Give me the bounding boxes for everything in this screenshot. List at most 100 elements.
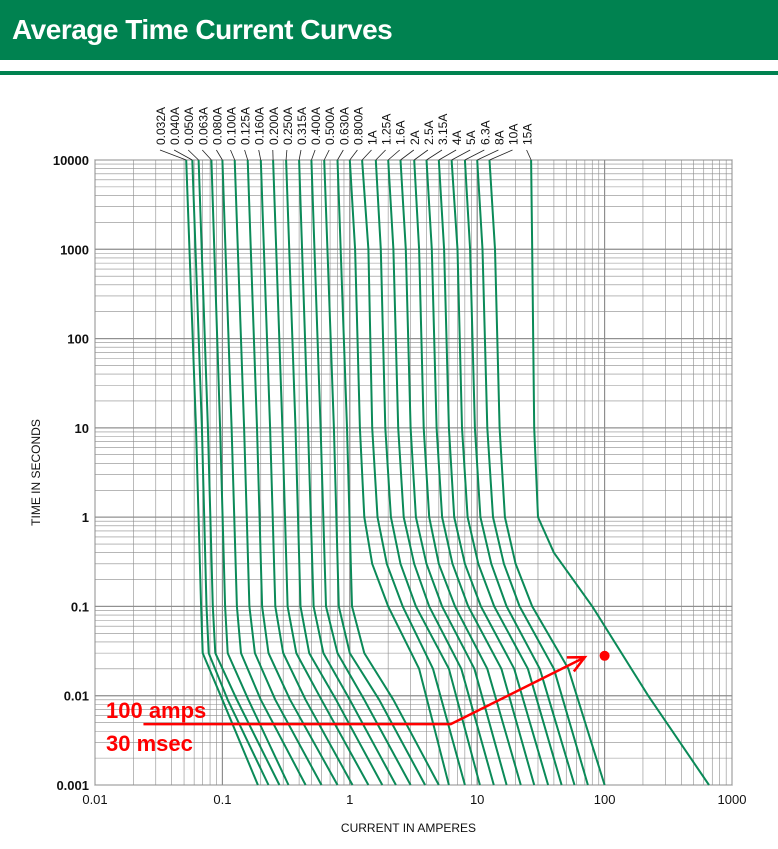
curve-label: 6.3A — [478, 120, 492, 145]
curve-0_200A — [272, 159, 370, 786]
annotation-100-amps: 100 amps — [106, 698, 206, 723]
header-bar: Average Time Current Curves — [0, 0, 778, 60]
curve-label: 1A — [366, 130, 380, 145]
curve-label: 0.080A — [210, 107, 224, 145]
curve-leader-line — [311, 149, 316, 161]
curve-leader-line — [361, 149, 372, 161]
curve-leader-line — [216, 149, 223, 161]
curve-label: 4A — [450, 130, 464, 145]
curve-label: 0.400A — [309, 107, 323, 145]
curve-label: 0.250A — [281, 107, 295, 145]
curve-label: 0.032A — [154, 107, 168, 145]
curves-group — [185, 159, 710, 786]
curve-label: 3.15A — [436, 114, 450, 145]
curve-0_032A — [185, 159, 259, 786]
y-axis-label: TIME IN SECONDS — [29, 419, 43, 526]
y-tick-label: 1 — [82, 510, 89, 525]
annotation-marker-dot — [599, 650, 610, 661]
curve-0_050A — [197, 159, 281, 786]
curve-label: 0.100A — [225, 107, 239, 145]
x-tick-labels: 0.01 0.1 1 10 100 1000 — [82, 792, 746, 807]
y-tick-label: 0.01 — [64, 689, 89, 704]
curve-1A — [361, 159, 466, 786]
x-tick-label: 100 — [594, 792, 616, 807]
curve-1_6A — [387, 159, 495, 786]
curve-leader-line — [323, 149, 330, 161]
curve-leader-line — [526, 149, 532, 161]
annotation-arrow-line — [143, 656, 586, 726]
curve-leader-line — [489, 149, 513, 161]
y-tick-label: 0.1 — [71, 599, 89, 614]
curve-label: 10A — [507, 124, 521, 145]
curve-0_040A — [191, 159, 270, 786]
header-rule — [0, 71, 778, 75]
annotation-group — [143, 650, 610, 726]
x-tick-label: 0.01 — [82, 792, 107, 807]
curve-leader-line — [477, 149, 499, 161]
curve-leader-line — [159, 149, 187, 161]
curve-3_15A — [425, 159, 536, 786]
x-tick-label: 0.1 — [213, 792, 231, 807]
curve-0_250A — [285, 159, 384, 786]
y-tick-label: 10 — [75, 421, 89, 436]
y-tick-labels: 10000 1000 100 10 1 0.1 0.01 0.001 — [53, 153, 89, 793]
curve-leader-line — [187, 149, 199, 161]
curve-1_25A — [374, 159, 481, 786]
curve-label: 0.500A — [323, 107, 337, 145]
curve-2_5A — [413, 159, 522, 786]
curve-4A — [437, 159, 550, 786]
curve-0_160A — [259, 159, 354, 786]
x-axis-label: CURRENT IN AMPERES — [341, 821, 476, 835]
curve-0_063A — [210, 159, 290, 786]
curve-0_100A — [233, 159, 323, 786]
curve-leader-line — [298, 149, 302, 161]
curve-label: 5A — [464, 130, 478, 145]
curve-leader-line — [202, 149, 212, 161]
curve-label: 0.125A — [239, 107, 253, 145]
curve-leader-line — [400, 149, 415, 161]
curve-6_3A — [463, 159, 576, 786]
curve-leader-line — [438, 149, 457, 161]
curve-leader-line — [451, 149, 471, 161]
y-tick-label: 10000 — [53, 153, 89, 168]
curve-label: 2A — [408, 130, 422, 145]
curve-0_400A — [310, 159, 412, 786]
curve-label: 8A — [492, 130, 506, 145]
x-tick-label: 1 — [346, 792, 353, 807]
page-title: Average Time Current Curves — [12, 14, 393, 45]
curve-label: 0.063A — [196, 107, 210, 145]
curve-label: 1.25A — [380, 114, 394, 145]
curve-leader-line — [426, 149, 443, 161]
x-tick-label: 1000 — [718, 792, 747, 807]
curve-leader-line — [464, 149, 485, 161]
curve-10A — [488, 159, 606, 786]
curve-0_315A — [298, 159, 397, 786]
curve-0_080A — [221, 159, 307, 786]
curve-leader-line — [387, 149, 400, 161]
curve-label: 0.800A — [351, 107, 365, 145]
curve-label: 0.040A — [168, 107, 182, 145]
curve-leader-line — [413, 149, 429, 161]
curve-label: 0.630A — [337, 107, 351, 145]
curve-label: 0.050A — [182, 107, 196, 145]
curve-0_125A — [246, 159, 339, 786]
curve-leader-line — [375, 149, 386, 161]
curve-label: 15A — [521, 124, 535, 145]
curve-leader-line — [258, 149, 262, 161]
curve-labels-group: 0.032A 0.040A 0.050A 0.063A 0.080A 0.100A 0.12… — [154, 107, 535, 161]
curve-label: 0.200A — [267, 107, 281, 145]
curve-label: 1.6A — [394, 120, 408, 145]
y-tick-label: 100 — [67, 332, 89, 347]
curve-leader-line — [285, 149, 288, 161]
curve-label: 0.315A — [295, 107, 309, 145]
curve-0_630A — [336, 159, 440, 786]
curve-leader-line — [244, 149, 249, 161]
curve-leader-line — [349, 149, 358, 161]
curve-0_500A — [323, 159, 426, 786]
x-tick-label: 10 — [470, 792, 484, 807]
curve-leader-line — [337, 149, 344, 161]
y-tick-label: 1000 — [60, 242, 89, 257]
curve-label: 2.5A — [422, 120, 436, 145]
curve-label: 0.160A — [253, 107, 267, 145]
